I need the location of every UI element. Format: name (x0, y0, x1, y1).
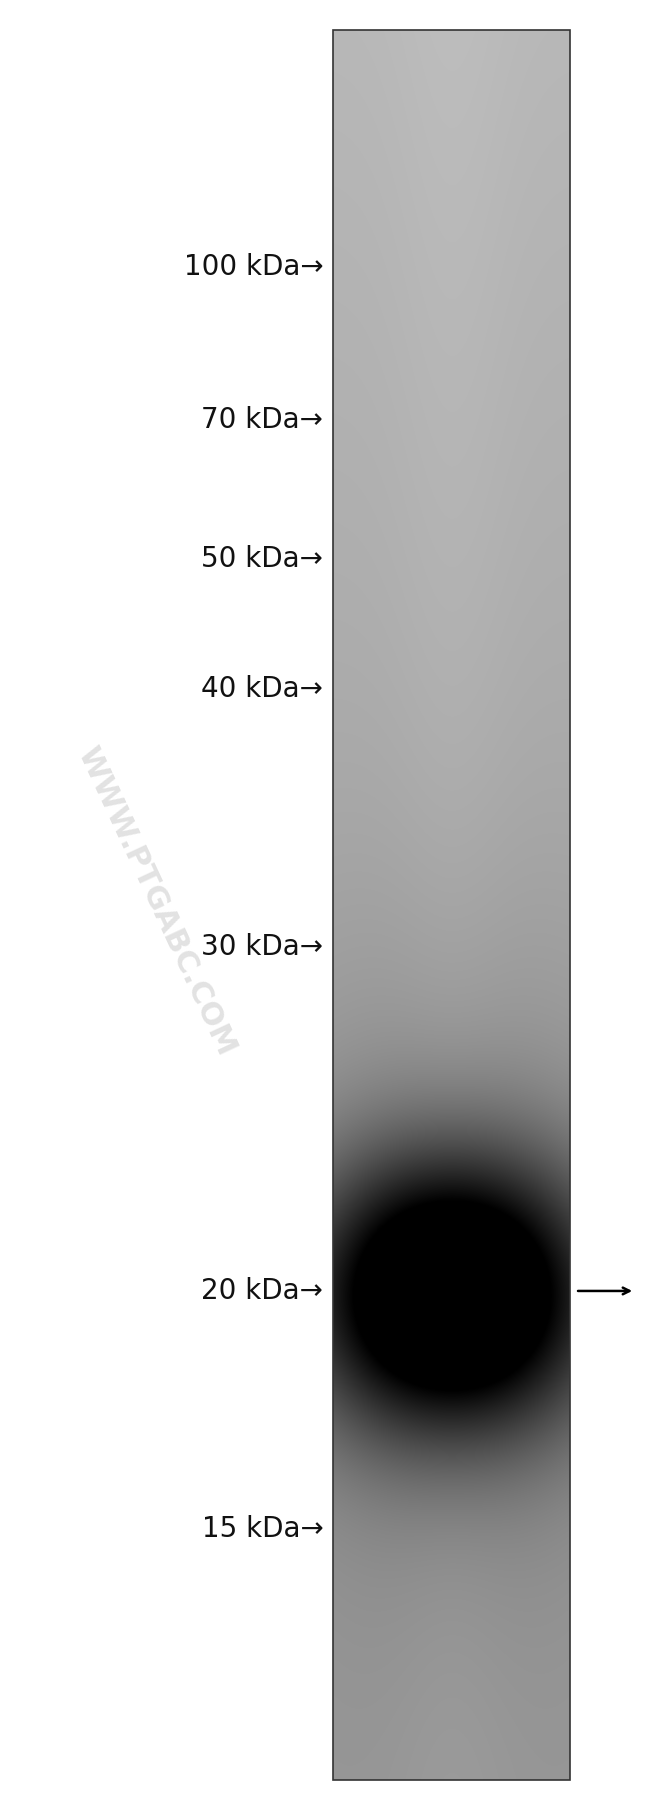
Text: 50 kDa→: 50 kDa→ (202, 545, 323, 573)
Text: 40 kDa→: 40 kDa→ (202, 674, 323, 703)
Text: 15 kDa→: 15 kDa→ (202, 1515, 323, 1543)
Text: 70 kDa→: 70 kDa→ (202, 406, 323, 435)
Text: WWW.PTGABC.COM: WWW.PTGABC.COM (72, 743, 240, 1060)
Text: 20 kDa→: 20 kDa→ (202, 1277, 323, 1305)
Bar (333, 31, 570, 1780)
Text: 100 kDa→: 100 kDa→ (183, 252, 323, 281)
Text: 30 kDa→: 30 kDa→ (202, 932, 323, 961)
